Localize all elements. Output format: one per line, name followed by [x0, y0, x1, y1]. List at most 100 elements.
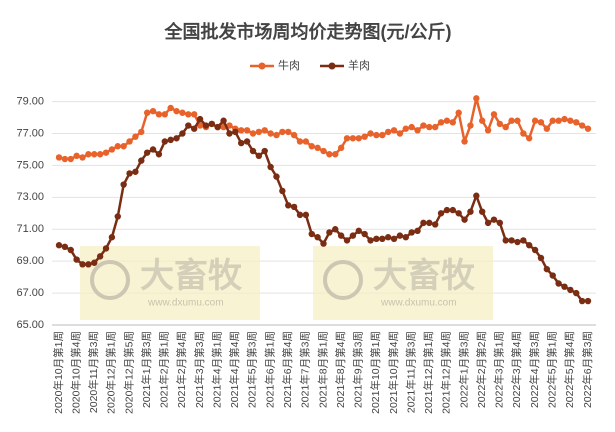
point	[161, 111, 168, 118]
point	[373, 235, 380, 243]
point	[232, 128, 239, 136]
point	[555, 117, 562, 124]
point	[126, 138, 133, 145]
point	[337, 144, 345, 152]
point	[490, 111, 498, 118]
point	[349, 135, 357, 142]
point	[226, 130, 233, 137]
x-tick-label: 2021年1月第3周	[140, 331, 153, 408]
point	[179, 109, 186, 116]
point	[179, 130, 186, 137]
watermark-logo	[90, 260, 130, 300]
chart-title: 全国批发市场周均价走势图(元/公斤)	[164, 21, 452, 42]
point	[67, 155, 74, 163]
point	[461, 138, 468, 145]
point	[414, 227, 421, 235]
x-tick-label: 2020年10月第1周	[52, 331, 65, 414]
point	[279, 128, 286, 136]
point	[337, 232, 345, 239]
point	[514, 117, 521, 124]
y-tick-label: 71.00	[16, 223, 44, 235]
point	[479, 117, 486, 124]
point	[437, 210, 445, 217]
point	[273, 173, 280, 180]
point	[455, 210, 462, 217]
point	[190, 111, 198, 118]
y-tick-label: 75.00	[16, 159, 44, 171]
x-tick-label: 2021年5月第3周	[246, 331, 259, 408]
watermark-url: www.dxumu.com	[380, 298, 457, 309]
x-tick-label: 2022年4月第3周	[528, 331, 541, 408]
point	[390, 127, 398, 134]
point	[502, 237, 509, 244]
y-tick-label: 73.00	[16, 191, 44, 203]
point	[143, 149, 151, 156]
x-tick-label: 2021年9月第3周	[352, 331, 365, 408]
point	[67, 246, 74, 254]
point	[243, 138, 251, 145]
point	[261, 147, 268, 155]
point	[108, 234, 116, 241]
legend-label: 牛肉	[278, 58, 300, 72]
legend-marker	[328, 62, 336, 70]
point	[261, 127, 268, 134]
point	[61, 243, 69, 251]
point	[314, 144, 321, 152]
x-tick-label: 2022年6月第3周	[581, 331, 594, 408]
point	[573, 119, 580, 126]
point	[143, 109, 151, 116]
point	[361, 230, 368, 238]
point	[449, 206, 457, 214]
point	[302, 138, 310, 145]
x-tick-label: 2021年6月第1周	[263, 331, 276, 408]
point	[484, 219, 492, 227]
point	[408, 229, 415, 236]
watermark-logo	[323, 260, 363, 300]
point	[461, 216, 468, 223]
point	[431, 221, 439, 228]
point	[220, 117, 227, 124]
point	[396, 232, 404, 239]
point	[167, 104, 174, 112]
point	[584, 297, 592, 305]
point	[473, 192, 480, 199]
x-tick-label: 2022年5月第1周	[546, 331, 559, 408]
point	[390, 235, 398, 243]
point	[537, 254, 545, 262]
watermark-bg	[80, 246, 260, 320]
point	[567, 286, 574, 294]
point	[543, 125, 551, 132]
point	[208, 120, 216, 128]
point	[549, 117, 556, 124]
point	[420, 219, 427, 227]
point	[267, 163, 274, 171]
x-tick-label: 2021年12月第4周	[440, 331, 453, 414]
point	[185, 122, 192, 129]
point	[190, 125, 198, 132]
x-tick-label: 2021年4月第4周	[228, 331, 241, 408]
point	[402, 234, 409, 241]
point	[367, 237, 374, 244]
point	[426, 219, 433, 227]
x-tick-label: 2022年2月第2周	[475, 331, 488, 408]
x-tick-label: 2021年2月第1周	[158, 331, 171, 408]
point	[496, 219, 504, 227]
point	[120, 143, 127, 150]
x-tick-label: 2021年7月第3周	[299, 331, 312, 408]
y-tick-label: 79.00	[16, 95, 44, 107]
point	[526, 135, 533, 142]
point	[255, 128, 263, 136]
point	[373, 131, 380, 139]
point	[508, 237, 515, 244]
point	[55, 154, 63, 161]
point	[114, 143, 121, 150]
watermark-url: www.dxumu.com	[147, 298, 224, 309]
x-tick-label: 2022年5月第4周	[563, 331, 576, 408]
point	[132, 133, 139, 140]
point	[520, 130, 527, 137]
point	[584, 125, 592, 132]
point	[408, 123, 415, 131]
point	[473, 95, 480, 102]
point	[484, 127, 492, 134]
watermark-brand: 大畜牧	[140, 256, 243, 295]
